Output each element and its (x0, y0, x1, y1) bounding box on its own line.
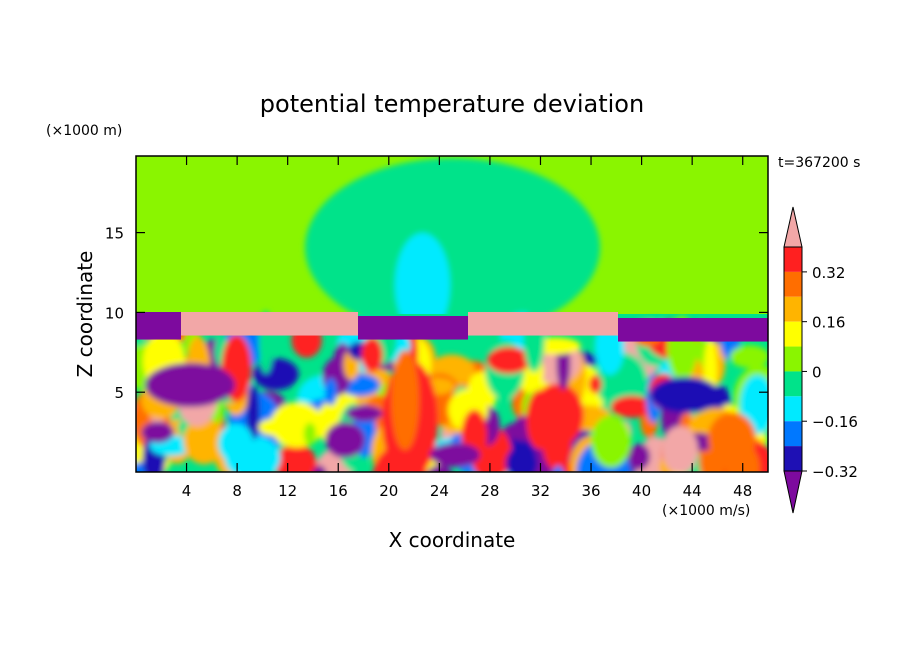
band-positive (468, 312, 618, 336)
y-tick-label: 10 (105, 304, 124, 322)
colorbar-box (784, 421, 802, 447)
time-label: t=367200 s (778, 155, 860, 171)
x-axis: 4 8 12 16 20 24 28 32 36 40 44 48 (182, 156, 752, 500)
y-axis: 5 10 15 (105, 225, 768, 402)
colorbar-tick-label: 0.32 (812, 264, 845, 282)
colorbar-tick-label: −0.32 (812, 463, 858, 481)
colorbar-box (784, 321, 802, 347)
band-negative (136, 312, 181, 340)
anomaly-blob (505, 445, 538, 472)
band-negative (618, 318, 768, 342)
x-tick-label: 28 (480, 482, 499, 500)
band-negative (358, 316, 468, 340)
anomaly-blob (141, 421, 174, 443)
x-tick-label: 16 (329, 482, 348, 500)
anomaly-blob (246, 384, 260, 441)
contour-field (136, 156, 768, 472)
plot-frame (135, 155, 769, 473)
x-tick-label: 44 (683, 482, 702, 500)
colorbar-box (784, 446, 802, 471)
warm-core (391, 350, 419, 450)
x-tick-label: 36 (581, 482, 600, 500)
anomaly-blob (361, 337, 383, 373)
anomaly-blob (218, 423, 254, 464)
anomaly-blob (258, 418, 290, 436)
anomaly-blob (590, 415, 632, 468)
cold-pocket (650, 377, 720, 413)
x-unit-label: (×1000 m/s) (662, 503, 750, 519)
colorbar-box (784, 296, 802, 322)
colorbar-box (784, 396, 802, 422)
anomaly-blob (324, 378, 338, 406)
anomaly-blob (253, 358, 299, 391)
y-tick-label: 15 (105, 225, 124, 243)
colorbar-box (784, 346, 802, 372)
anomaly-blob (312, 465, 327, 472)
anomaly-blob (588, 375, 602, 394)
warm-core (526, 390, 554, 450)
x-tick-label: 20 (379, 482, 398, 500)
colorbar-tick-label: 0 (812, 363, 822, 381)
x-tick-label: 32 (531, 482, 550, 500)
colorbar: 0.32 0.16 0 −0.16 −0.32 (783, 206, 858, 514)
chart-title: potential temperature deviation (260, 90, 644, 118)
x-axis-title: X coordinate (389, 528, 516, 552)
anomaly-blob (552, 465, 564, 472)
colorbar-box (784, 247, 802, 272)
anomaly-blob (486, 346, 531, 374)
colorbar-extend-bottom (783, 470, 803, 514)
colorbar-extend-top (783, 206, 803, 248)
warm-core (662, 426, 698, 472)
colorbar-tick-label: −0.16 (812, 413, 858, 431)
band-positive (181, 312, 358, 336)
colorbar-box (784, 371, 802, 397)
x-tick-label: 40 (632, 482, 651, 500)
anomaly-blob (708, 412, 757, 465)
y-axis-title: Z coordinate (73, 251, 97, 378)
x-tick-label: 48 (733, 482, 752, 500)
y-tick-label: 5 (114, 384, 124, 402)
x-tick-label: 24 (430, 482, 449, 500)
cold-pocket (325, 422, 365, 458)
anomaly-blob (183, 418, 226, 465)
x-tick-label: 8 (232, 482, 242, 500)
anomaly-blob (729, 345, 768, 369)
anomaly-blob (303, 422, 316, 446)
y-unit-label: (×1000 m) (46, 123, 122, 139)
x-tick-label: 12 (278, 482, 297, 500)
cold-pocket (145, 363, 235, 407)
anomaly-blob (610, 395, 653, 419)
anomaly-blob (627, 443, 651, 470)
colorbar-frame (783, 246, 803, 472)
anomaly-blob (345, 405, 383, 422)
lower-anomalies (136, 306, 768, 472)
interface-band (136, 312, 768, 342)
cold-pocket (430, 443, 480, 467)
anomaly-blob (275, 443, 317, 472)
colorbar-box (784, 271, 802, 297)
colorbar-tick-label: 0.16 (812, 314, 845, 332)
upper-plumes (305, 158, 600, 337)
x-tick-label: 4 (182, 482, 192, 500)
